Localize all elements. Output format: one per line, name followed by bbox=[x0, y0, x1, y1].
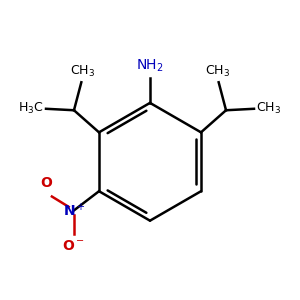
Text: O: O bbox=[41, 176, 52, 190]
Text: H$_3$C: H$_3$C bbox=[18, 101, 44, 116]
Text: CH$_3$: CH$_3$ bbox=[256, 101, 281, 116]
Text: CH$_3$: CH$_3$ bbox=[205, 64, 230, 79]
Text: N$^+$: N$^+$ bbox=[63, 202, 85, 219]
Text: O$^-$: O$^-$ bbox=[62, 239, 86, 253]
Text: CH$_3$: CH$_3$ bbox=[70, 64, 95, 79]
Text: NH$_2$: NH$_2$ bbox=[136, 58, 164, 74]
